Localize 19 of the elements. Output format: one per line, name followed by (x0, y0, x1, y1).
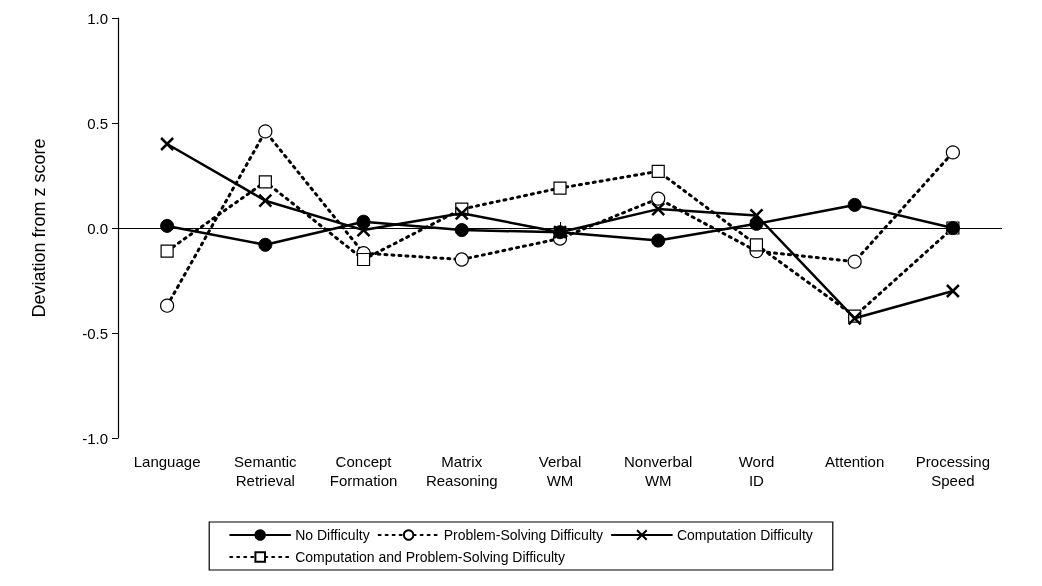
legend-label: Computation and Problem-Solving Difficulty (295, 549, 565, 565)
x-tick-label: Verbal WM (538, 453, 582, 489)
x-tick-label: Processing Speed (915, 453, 990, 489)
x-tick-label: Concept Formation (329, 453, 398, 489)
y-tick-label: 0.0 (87, 219, 108, 237)
x-tick-label: Attention (825, 453, 885, 470)
y-tick-label: 0.5 (87, 114, 108, 132)
y-tick-label: -0.5 (82, 324, 108, 342)
x-tick-label: Language (133, 453, 201, 470)
y-tick-label: 1.0 (87, 9, 108, 27)
legend-label: Computation Difficulty (676, 527, 813, 543)
x-tick-label: Matrix Reasoning (425, 453, 498, 489)
x-tick-label: Nonverbal WM (624, 453, 693, 489)
x-tick-label: Semantic Retrieval (234, 453, 298, 489)
legend-label: No Difficulty (295, 527, 370, 543)
x-tick-label: Word ID (738, 453, 775, 489)
y-tick-label: -1.0 (82, 429, 108, 447)
y-axis-title: Deviation from z score (29, 138, 49, 318)
legend-label: Problem-Solving Difficulty (443, 527, 603, 543)
